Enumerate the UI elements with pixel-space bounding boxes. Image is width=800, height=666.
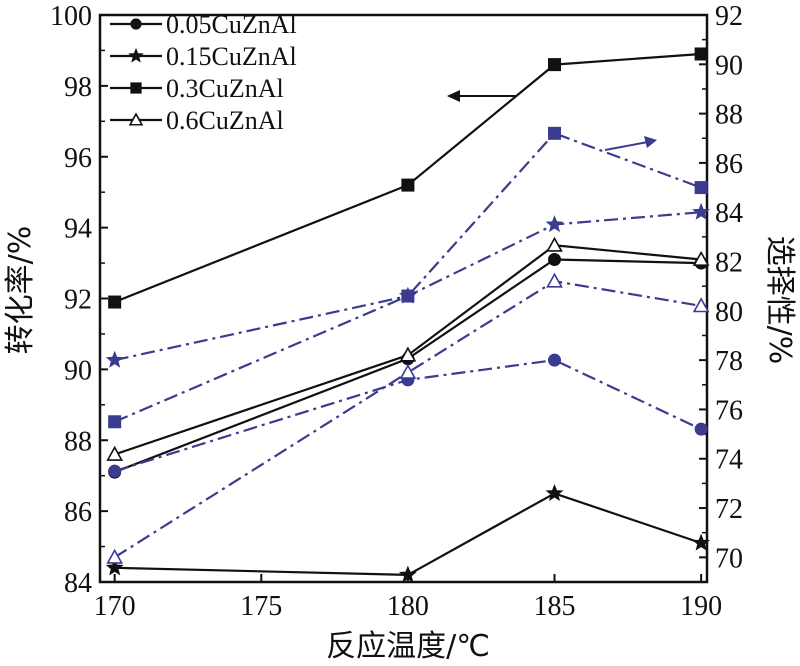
legend-label: 0.6CuZnAl [166, 106, 284, 135]
legend: 0.05CuZnAl 0.15CuZnAl 0.3CuZnAl 0.6CuZnAl [110, 10, 297, 135]
series-line-7 [114, 280, 702, 559]
legend-item: 0.6CuZnAl [110, 106, 284, 135]
x-tick-label: 175 [240, 591, 282, 622]
y-right-tick-label: 72 [715, 494, 743, 525]
x-tick-label: 185 [534, 591, 576, 622]
data-point-7-2 [546, 272, 563, 288]
series-line-4 [114, 358, 702, 473]
y-left-tick-label: 94 [64, 214, 92, 245]
series-line-1 [114, 492, 702, 577]
y-right-axis: 70 72 74 76 78 80 82 84 86 88 90 92 [699, 1, 743, 574]
y-right-tick-label: 88 [715, 100, 743, 131]
y-right-tick-label: 80 [715, 297, 743, 328]
y-left-tick-label: 98 [64, 72, 92, 103]
series-2 [108, 47, 708, 309]
legend-swatch-marker [128, 112, 144, 126]
x-tick-label: 180 [387, 591, 429, 622]
y-left-tick-label: 84 [64, 568, 92, 599]
y-right-tick-label: 82 [715, 248, 743, 279]
series-5 [105, 202, 710, 368]
data-point-7-0 [106, 548, 124, 564]
series-line-3 [114, 244, 702, 456]
y-right-axis-title: 选择性/% [762, 236, 797, 365]
legend-item: 0.15CuZnAl [110, 42, 297, 71]
data-point-0-2 [548, 253, 562, 267]
data-point-6-0 [108, 415, 122, 429]
data-point-3-0 [106, 445, 124, 461]
legend-item: 0.05CuZnAl [110, 10, 297, 39]
data-point-7-3 [692, 297, 710, 313]
series-3 [106, 236, 710, 461]
series-1 [105, 484, 710, 583]
data-point-3-3 [692, 250, 710, 266]
y-left-axis: 84 86 88 90 92 94 96 98 100 [50, 1, 108, 599]
series-4 [108, 353, 708, 478]
series-line-0 [114, 258, 702, 474]
data-point-1-1 [399, 565, 417, 583]
legend-swatch-marker [130, 82, 142, 94]
data-point-1-3 [692, 533, 710, 551]
data-point-4-3 [694, 422, 708, 436]
data-point-7-1 [399, 363, 417, 379]
data-point-3-2 [546, 236, 563, 252]
y-left-tick-label: 90 [64, 355, 92, 386]
data-point-1-0 [105, 558, 124, 576]
x-axis-title: 反应温度/℃ [326, 629, 490, 664]
x-tick-label: 170 [94, 591, 136, 622]
data-point-5-0 [105, 350, 124, 368]
annotation-arrows [447, 90, 657, 151]
legend-label: 0.05CuZnAl [166, 10, 297, 39]
data-point-6-2 [548, 126, 562, 140]
data-point-2-3 [694, 47, 708, 61]
y-left-tick-label: 86 [64, 497, 92, 528]
series-6 [108, 126, 708, 429]
y-left-tick-label: 100 [50, 1, 92, 32]
data-point-2-0 [108, 295, 122, 309]
right-axis-arrow-line [604, 141, 649, 151]
data-point-6-1 [401, 289, 415, 303]
legend-swatch-marker [128, 47, 144, 63]
y-right-tick-label: 74 [715, 445, 743, 476]
y-right-tick-label: 84 [715, 198, 743, 229]
right-axis-arrow-head [644, 136, 657, 148]
y-right-tick-label: 86 [715, 149, 743, 180]
data-point-5-2 [545, 215, 564, 233]
y-right-tick-label: 78 [715, 346, 743, 377]
data-point-5-3 [692, 202, 710, 220]
data-point-6-3 [694, 181, 708, 195]
y-left-tick-label: 88 [64, 426, 92, 457]
data-point-2-2 [548, 58, 562, 72]
series-line-2 [114, 52, 702, 304]
y-right-tick-label: 76 [715, 395, 743, 426]
legend-swatch-marker [130, 18, 142, 30]
data-point-4-2 [548, 353, 562, 367]
legend-label: 0.3CuZnAl [166, 74, 284, 103]
y-right-tick-label: 90 [715, 50, 743, 81]
x-axis: 170 175 180 185 190 [94, 574, 722, 622]
data-point-2-1 [401, 178, 415, 192]
data-point-4-0 [108, 464, 122, 478]
left-axis-arrow-head [447, 90, 460, 102]
legend-item: 0.3CuZnAl [110, 74, 284, 103]
data-point-1-2 [545, 484, 564, 502]
series-line-5 [114, 211, 702, 362]
y-left-tick-label: 92 [64, 285, 92, 316]
y-right-tick-label: 70 [715, 543, 743, 574]
y-left-tick-label: 96 [64, 143, 92, 174]
x-tick-label: 190 [680, 591, 722, 622]
series-7 [106, 272, 710, 564]
y-right-tick-label: 92 [715, 1, 743, 32]
legend-label: 0.15CuZnAl [166, 42, 297, 71]
data-point-3-1 [399, 346, 417, 362]
series-layer [105, 47, 710, 583]
y-left-axis-title: 转化率/% [3, 226, 38, 355]
